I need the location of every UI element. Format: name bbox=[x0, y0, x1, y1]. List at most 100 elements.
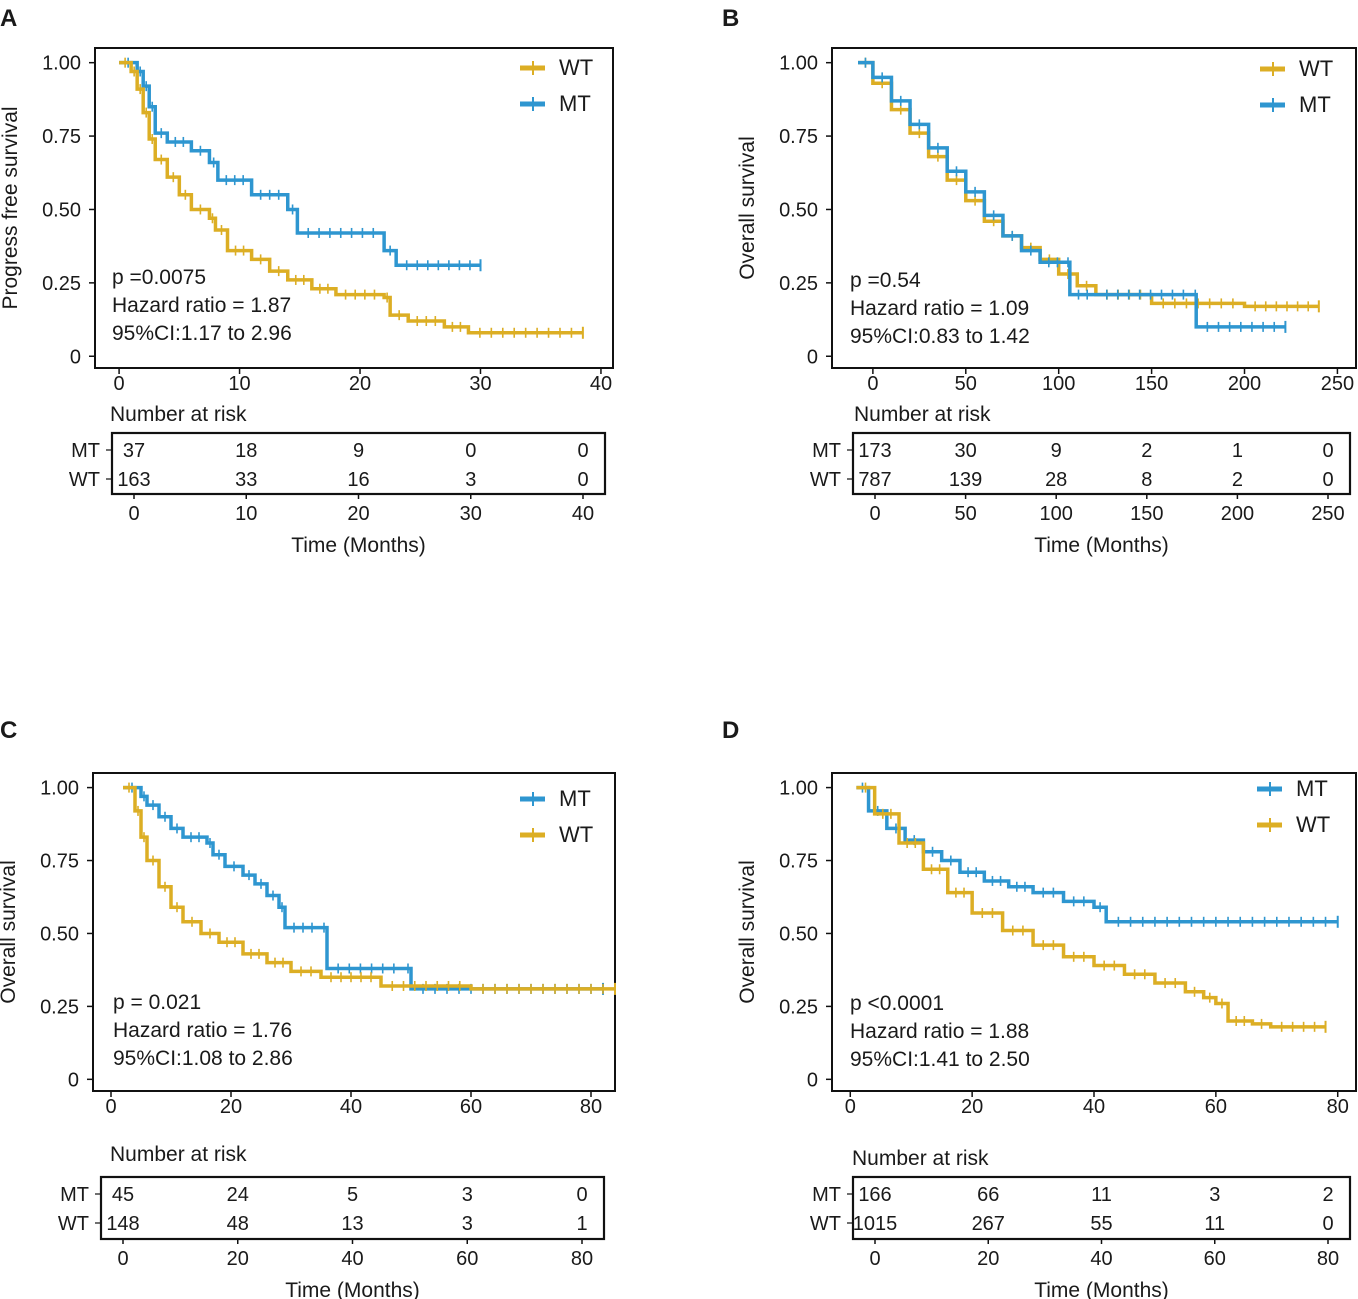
risk-value: 9 bbox=[1051, 440, 1062, 462]
risk-value: 55 bbox=[1090, 1213, 1112, 1235]
risk-table-frame bbox=[851, 431, 1352, 496]
risk-value: 33 bbox=[235, 469, 257, 491]
km-curve-wt bbox=[119, 60, 583, 335]
risk-row-label-mt: MT bbox=[71, 440, 100, 462]
y-axis-label: Overall survival bbox=[0, 860, 20, 1004]
y-tick-label: 0 bbox=[70, 346, 81, 368]
risk-value: 139 bbox=[949, 469, 982, 491]
risk-value: 163 bbox=[117, 469, 150, 491]
risk-value: 1 bbox=[576, 1213, 587, 1235]
x-tick-label: 30 bbox=[469, 373, 491, 395]
x-axis-label: Time (Months) bbox=[291, 534, 426, 557]
panel-label: A bbox=[0, 5, 17, 32]
risk-x-tick-label: 0 bbox=[869, 503, 880, 525]
x-tick-label: 80 bbox=[1327, 1096, 1349, 1118]
km-curve-mt bbox=[858, 60, 1286, 329]
risk-value: 3 bbox=[1209, 1184, 1220, 1206]
risk-value: 2 bbox=[1232, 469, 1243, 491]
panel-label: D bbox=[722, 717, 739, 744]
stat-line: Hazard ratio = 1.88 bbox=[850, 1020, 1029, 1043]
plot-frame bbox=[831, 772, 1357, 1092]
x-tick-label: 40 bbox=[1083, 1096, 1105, 1118]
risk-value: 3 bbox=[462, 1184, 473, 1206]
risk-x-tick-label: 150 bbox=[1130, 503, 1163, 525]
risk-x-tick-label: 50 bbox=[954, 503, 976, 525]
risk-row-label-mt: MT bbox=[812, 440, 841, 462]
stat-line: 95%CI:1.17 to 2.96 bbox=[112, 322, 292, 345]
risk-value: 11 bbox=[1091, 1184, 1112, 1206]
x-tick-label: 60 bbox=[1205, 1096, 1227, 1118]
stat-line: Hazard ratio = 1.76 bbox=[113, 1019, 292, 1042]
x-axis-label: Time (Months) bbox=[1034, 534, 1169, 557]
risk-value: 0 bbox=[465, 440, 476, 462]
risk-table-header: Number at risk bbox=[110, 1143, 247, 1166]
risk-value: 8 bbox=[1141, 469, 1152, 491]
y-tick-label: 0.75 bbox=[42, 126, 81, 148]
y-axis-label: Overall survival bbox=[736, 136, 759, 280]
stat-line: p =0.54 bbox=[850, 269, 921, 292]
stat-line: 95%CI:1.41 to 2.50 bbox=[850, 1048, 1030, 1071]
risk-value: 2 bbox=[1141, 440, 1152, 462]
stat-line: p = 0.021 bbox=[113, 991, 201, 1014]
risk-x-tick-label: 200 bbox=[1221, 503, 1254, 525]
risk-value: 267 bbox=[972, 1213, 1005, 1235]
risk-value: 0 bbox=[577, 440, 588, 462]
y-tick-label: 0.75 bbox=[779, 851, 818, 873]
y-tick-label: 0.25 bbox=[42, 273, 81, 295]
risk-value: 1015 bbox=[853, 1213, 898, 1235]
x-tick-label: 250 bbox=[1321, 373, 1354, 395]
y-tick-label: 0 bbox=[807, 346, 818, 368]
risk-x-tick-label: 100 bbox=[1040, 503, 1073, 525]
risk-x-tick-label: 20 bbox=[347, 503, 369, 525]
y-tick-label: 0.25 bbox=[779, 996, 818, 1018]
risk-row-label-mt: MT bbox=[812, 1184, 841, 1206]
panel-label: C bbox=[0, 717, 17, 744]
risk-table-header: Number at risk bbox=[854, 403, 991, 426]
y-tick-label: 0.25 bbox=[779, 273, 818, 295]
y-axis-label: Overall survival bbox=[736, 860, 759, 1004]
risk-value: 16 bbox=[347, 469, 369, 491]
risk-value: 1 bbox=[1232, 440, 1243, 462]
risk-row-label-mt: MT bbox=[60, 1184, 89, 1206]
panel-c: C 0 0.25 0.50 0.75 1.00 0 20 40 60 80 Overall survi… bbox=[0, 717, 616, 1299]
x-tick-label: 10 bbox=[228, 373, 250, 395]
x-tick-label: 0 bbox=[845, 1096, 856, 1118]
y-tick-label: 0.50 bbox=[40, 923, 79, 945]
y-tick-label: 0.50 bbox=[779, 199, 818, 221]
risk-value: 28 bbox=[1045, 469, 1067, 491]
risk-value: 45 bbox=[112, 1184, 134, 1206]
risk-x-tick-label: 0 bbox=[117, 1248, 128, 1270]
panel-b: B00.250.500.751.000 50 100 150 200 250Overall… bbox=[722, 5, 1357, 557]
plot-frame bbox=[831, 47, 1357, 369]
risk-value: 37 bbox=[123, 440, 145, 462]
y-tick-label: 1.00 bbox=[779, 53, 818, 75]
risk-value: 0 bbox=[1322, 440, 1333, 462]
km-curve-mt bbox=[856, 785, 1338, 924]
risk-value: 24 bbox=[227, 1184, 249, 1206]
y-tick-label: 0.75 bbox=[40, 851, 79, 873]
x-tick-label: 100 bbox=[1042, 373, 1075, 395]
km-curve-mt bbox=[119, 60, 481, 267]
risk-value: 2 bbox=[1322, 1184, 1333, 1206]
x-tick-label: 60 bbox=[460, 1096, 482, 1118]
risk-x-tick-label: 40 bbox=[341, 1248, 363, 1270]
km-curve-wt bbox=[123, 785, 615, 991]
legend-label-mt: MT bbox=[559, 786, 591, 811]
risk-value: 0 bbox=[576, 1184, 587, 1206]
risk-value: 9 bbox=[353, 440, 364, 462]
risk-value: 18 bbox=[235, 440, 257, 462]
legend-label-wt: WT bbox=[1299, 56, 1333, 81]
y-tick-label: 1.00 bbox=[779, 778, 818, 800]
stat-line: 95%CI:0.83 to 1.42 bbox=[850, 325, 1030, 348]
risk-row-label-wt: WT bbox=[69, 469, 100, 491]
legend-label-mt: MT bbox=[1296, 776, 1328, 801]
y-tick-label: 0.50 bbox=[42, 199, 81, 221]
y-tick-label: 0.75 bbox=[779, 126, 818, 148]
x-axis-label: Time (Months) bbox=[1034, 1279, 1169, 1299]
legend-label-wt: WT bbox=[559, 822, 593, 847]
risk-row-label-wt: WT bbox=[810, 469, 841, 491]
km-curve-mt bbox=[123, 785, 603, 991]
